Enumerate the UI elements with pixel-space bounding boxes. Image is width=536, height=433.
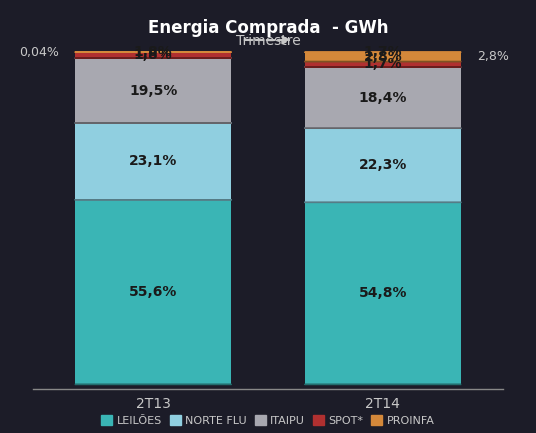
- Text: 23,1%: 23,1%: [129, 155, 177, 168]
- Bar: [304, 67, 461, 128]
- Text: 0,04%: 0,04%: [19, 45, 59, 59]
- Bar: [304, 61, 461, 67]
- Bar: [304, 128, 461, 202]
- Text: 18,4%: 18,4%: [359, 91, 407, 105]
- Bar: [304, 52, 461, 61]
- Text: 54,8%: 54,8%: [359, 286, 407, 301]
- Text: 19,5%: 19,5%: [129, 84, 177, 97]
- Bar: [75, 123, 232, 200]
- Text: 55,6%: 55,6%: [129, 285, 177, 299]
- Text: Energia Comprada  - GWh: Energia Comprada - GWh: [148, 19, 388, 37]
- Text: 1,7%: 1,7%: [363, 45, 402, 59]
- Bar: [304, 202, 461, 385]
- Text: 2T14: 2T14: [366, 397, 400, 410]
- Bar: [75, 200, 232, 385]
- Legend: LEILÕES, NORTE FLU, ITAIPU, SPOT*, PROINFA: LEILÕES, NORTE FLU, ITAIPU, SPOT*, PROIN…: [97, 411, 439, 430]
- Text: 2,8%: 2,8%: [477, 50, 509, 63]
- Text: Trimestre: Trimestre: [236, 34, 300, 48]
- Text: 2,8%: 2,8%: [363, 50, 402, 64]
- Bar: [75, 58, 232, 123]
- Text: 2T13: 2T13: [136, 397, 170, 410]
- Text: 22,3%: 22,3%: [359, 158, 407, 172]
- Bar: [75, 52, 232, 58]
- Text: 1,7%: 1,7%: [363, 57, 402, 71]
- Text: 1,8%: 1,8%: [134, 48, 173, 62]
- Text: 1,8%: 1,8%: [134, 45, 173, 59]
